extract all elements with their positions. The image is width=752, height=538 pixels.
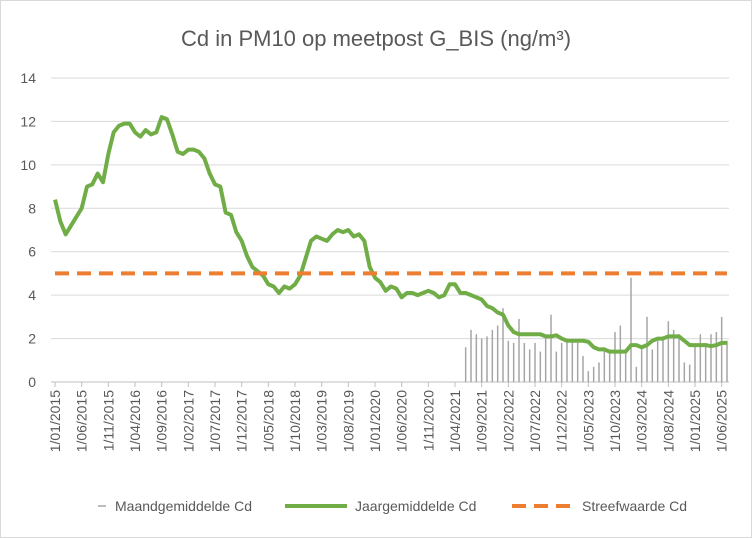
x-tick-label: 1/02/2022 [500,390,516,452]
bar [555,351,558,382]
bar [678,334,680,382]
x-tick-label: 1/07/2017 [207,390,223,452]
x-tick-label: 1/06/2025 [714,390,730,452]
bar [480,338,483,382]
x-tick-label: 1/08/2024 [660,390,676,452]
bar [576,342,579,382]
x-tick-label: 1/01/2020 [367,390,383,452]
x-tick-label: 1/05/2018 [260,390,276,452]
bar [603,347,606,382]
line [53,115,727,354]
bar [582,355,584,382]
bar [710,334,712,382]
x-tick-label: 1/01/2025 [687,390,703,452]
y-tick-label: 14 [20,70,36,86]
x-tick-label: 1/03/2024 [634,390,650,452]
bar [635,366,638,382]
bar [688,364,691,382]
bar [672,329,675,382]
bar [587,371,590,382]
bar [704,342,707,382]
bar [470,329,472,382]
x-tick-label: 1/02/2017 [180,390,196,452]
bar [619,325,622,382]
legend-label: Maandgemiddelde Cd [115,498,252,514]
bar [539,351,542,382]
x-tick-label: 1/12/2017 [234,390,250,452]
bar [512,342,515,382]
y-tick-label: 8 [28,200,36,216]
x-tick-label: 1/04/2016 [127,390,143,452]
x-tick-label: 1/11/2015 [100,390,116,451]
legend-label: Jaargemiddelde Cd [355,498,476,514]
bar [544,336,547,382]
y-tick-label: 2 [28,331,36,347]
x-tick-label: 1/06/2020 [394,390,410,452]
bar [507,340,510,382]
x-tick-label: 1/06/2015 [74,390,90,452]
x-tick-label: 1/03/2019 [314,390,330,452]
legend-label: Streefwaarde Cd [582,498,687,514]
y-tick-label: 6 [28,244,36,260]
bar [667,321,670,382]
bar [534,342,536,382]
x-tick-label: 1/10/2023 [607,390,623,452]
bar [491,329,494,382]
bar [715,332,718,382]
x-tick-label: 1/01/2015 [47,390,63,452]
bar [464,347,467,382]
bar [608,349,611,382]
bar [694,345,696,382]
bar [523,342,526,382]
bar [528,349,531,382]
x-tick-label: 1/08/2019 [340,390,356,452]
bar [486,336,488,382]
y-tick-label: 0 [28,374,36,390]
bar [475,334,478,382]
bar [640,347,643,382]
bar [496,325,499,382]
bar [726,340,728,382]
y-tick-label: 10 [20,157,36,173]
bar [502,308,504,382]
bar [699,334,702,382]
bar [550,314,552,382]
bar [571,340,574,382]
x-tick-label: 1/07/2022 [527,390,543,452]
x-tick-label: 1/04/2021 [447,390,463,452]
x-tick-label: 1/11/2020 [420,390,436,451]
bar [630,277,632,382]
bar [656,340,659,382]
bar [518,319,520,382]
x-tick-label: 1/09/2016 [154,390,170,452]
bar [560,342,563,382]
bar [651,349,654,382]
x-tick-label: 1/10/2018 [287,390,303,452]
bar [662,336,664,382]
x-tick-label: 1/12/2022 [554,390,570,452]
bar [720,316,723,382]
y-tick-label: 12 [20,113,36,129]
bar [683,362,686,382]
bar [646,316,648,382]
bar [598,362,600,382]
bar [614,332,616,382]
bar [566,338,568,382]
y-tick-label: 4 [28,287,36,303]
bar [592,366,595,382]
x-tick-label: 1/09/2021 [474,390,490,452]
bar [624,349,627,382]
x-tick-label: 1/05/2023 [580,390,596,452]
chart-title: Cd in PM10 op meetpost G_BIS (ng/m³) [181,26,571,51]
